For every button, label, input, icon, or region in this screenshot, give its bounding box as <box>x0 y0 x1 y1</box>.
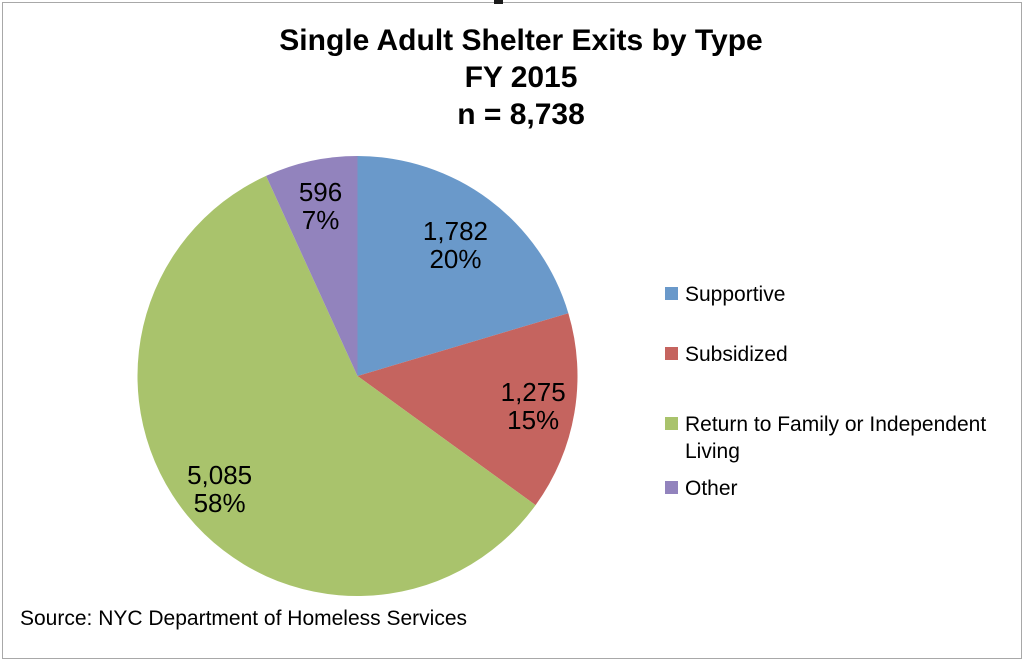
legend-label: Subsidized <box>685 343 788 366</box>
pie-data-label-other: 596 7% <box>299 178 342 234</box>
pie-data-label-value: 5,085 <box>187 459 253 490</box>
pie-data-label-return: 5,085 58% <box>187 461 252 517</box>
chart-title-line-2: FY 2015 <box>464 61 578 94</box>
legend-item-supportive: Supportive <box>665 281 785 308</box>
pie-data-label-value: 1,782 <box>422 215 489 246</box>
legend-item-other: Other <box>665 475 738 502</box>
chart-title-line-1: Single Adult Shelter Exits by Type <box>279 24 763 57</box>
pie-slice-subsidized <box>357 313 578 506</box>
legend-item-subsidized: Subsidized <box>665 341 788 368</box>
pie-data-label-value: 596 <box>298 177 343 208</box>
chart-title: Single Adult Shelter Exits by Type FY 20… <box>0 22 1024 133</box>
legend-label: Supportive <box>685 283 786 306</box>
pie-slice-supportive <box>357 156 569 376</box>
legend-swatch-icon <box>665 417 678 430</box>
pie-data-label-supportive: 1,782 20% <box>423 217 488 273</box>
pie-data-label-percent: 20% <box>429 243 482 274</box>
pie-data-label-subsidized: 1,275 15% <box>501 378 566 434</box>
pie-data-label-percent: 15% <box>507 404 560 435</box>
pie-data-label-value: 1,275 <box>500 376 566 407</box>
chart-title-line-3: n = 8,738 <box>457 98 585 131</box>
legend-swatch-icon <box>665 287 678 300</box>
pie-slice-other <box>266 156 358 376</box>
legend-swatch-icon <box>665 347 678 360</box>
cropped-text-artifact <box>494 0 503 4</box>
legend-swatch-icon <box>665 481 678 494</box>
pie-data-label-percent: 58% <box>193 487 246 518</box>
pie-data-label-percent: 7% <box>301 205 340 236</box>
pie-slice-return-to-family-or-independent-living <box>137 175 536 597</box>
source-note: Source: NYC Department of Homeless Servi… <box>20 607 467 630</box>
legend-label: Return to Family or Independent Living <box>685 413 987 463</box>
legend-label: Other <box>685 477 738 500</box>
legend-item-return-to-family: Return to Family or Independent Living <box>665 411 1015 465</box>
